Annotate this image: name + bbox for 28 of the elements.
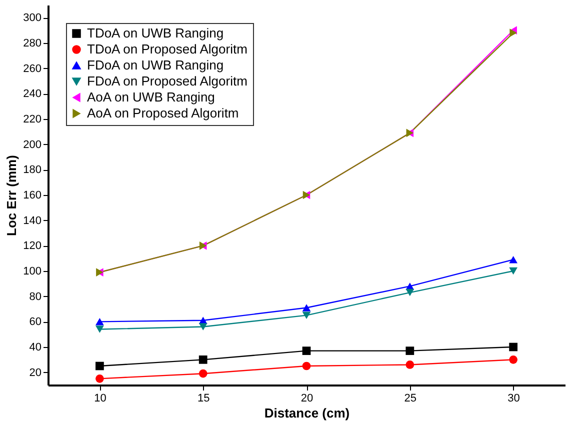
x-tick-label: 30 — [508, 392, 520, 404]
y-tick-label: 20 — [29, 366, 42, 379]
x-tick-label: 25 — [404, 392, 417, 404]
legend-label: FDoA on Proposed Algoritm — [87, 74, 248, 88]
legend-label: FDoA on UWB Ranging — [87, 58, 224, 72]
y-tick-label: 200 — [23, 138, 42, 151]
y-tick-label: 40 — [29, 342, 42, 354]
legend-label: AoA on Proposed Algoritm — [87, 106, 239, 120]
y-tick-label: 140 — [23, 214, 42, 227]
legend-label: TDoA on UWB Ranging — [87, 26, 224, 40]
y-axis-title: Loc Err (mm) — [4, 155, 20, 236]
y-tick-label: 120 — [23, 240, 42, 252]
y-tick-label: 240 — [23, 88, 42, 100]
legend-label: AoA on UWB Ranging — [87, 90, 215, 104]
x-axis-title: Distance (cm) — [264, 406, 350, 420]
y-tick-label: 100 — [23, 266, 42, 278]
y-tick-label: 300 — [23, 12, 42, 24]
y-tick-label: 220 — [23, 114, 42, 126]
y-tick-label: 260 — [23, 62, 42, 75]
legend-label: TDoA on Proposed Algoritm — [87, 42, 248, 56]
x-tick-label: 10 — [94, 392, 106, 404]
y-tick-label: 280 — [23, 38, 42, 50]
x-tick-label: 20 — [300, 392, 314, 404]
x-tick-label: 15 — [197, 392, 210, 404]
y-tick-label: 60 — [29, 316, 42, 328]
y-tick-label: 180 — [23, 164, 42, 176]
y-tick-label: 80 — [29, 290, 42, 303]
y-tick-label: 160 — [23, 190, 42, 202]
